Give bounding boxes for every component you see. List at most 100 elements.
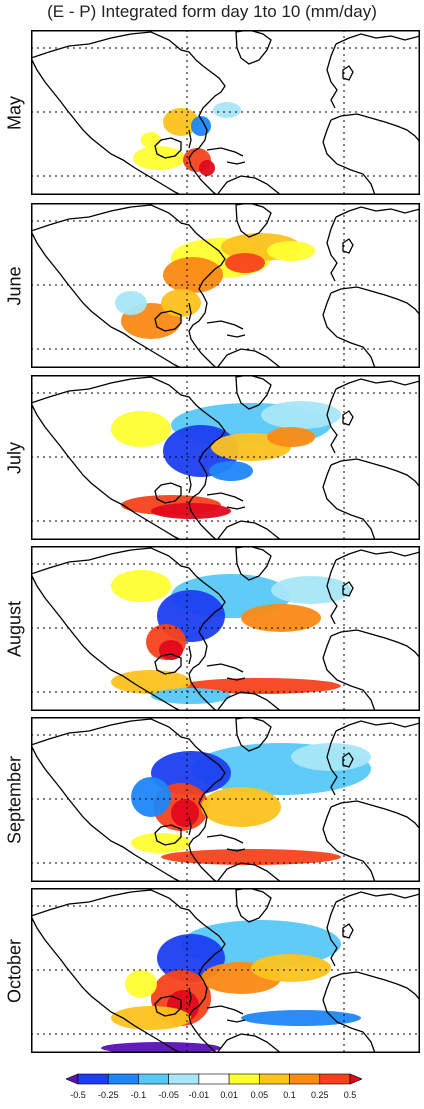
panel-frame <box>31 375 420 540</box>
ep-field-patch <box>151 688 231 704</box>
ep-field-patch <box>261 401 341 429</box>
map-panel <box>31 30 420 195</box>
ep-field-patch <box>267 241 315 261</box>
coastline <box>216 520 282 540</box>
coastline <box>326 549 420 711</box>
coastline <box>31 402 182 540</box>
ep-field-patch <box>163 257 223 293</box>
month-label: August <box>0 546 30 711</box>
colorbar-tick-label: 0.5 <box>344 1090 357 1100</box>
coastline <box>326 206 420 368</box>
coastline <box>206 834 244 844</box>
ep-field-patch <box>213 102 241 118</box>
coastline <box>235 375 272 410</box>
coastlines <box>31 30 420 195</box>
coastline <box>226 334 246 338</box>
colorbar-swatch <box>138 1073 169 1085</box>
coastline <box>154 653 182 675</box>
coastline <box>326 33 420 195</box>
coastline <box>216 1033 282 1053</box>
colorbar-swatch <box>198 1073 230 1085</box>
coastline <box>31 376 226 540</box>
month-label-text: September <box>4 755 25 844</box>
coastline <box>206 1005 244 1015</box>
colorbar-tick-label: -0.5 <box>70 1090 86 1100</box>
colorbar-swatch <box>259 1073 290 1085</box>
coastline <box>154 137 182 159</box>
ep-field <box>131 743 371 865</box>
coastlines <box>31 546 420 711</box>
colorbar-swatch <box>319 1073 351 1085</box>
ep-field-patch <box>131 777 171 817</box>
month-label-text: June <box>4 265 25 306</box>
month-label: September <box>0 717 30 882</box>
coastline <box>330 113 420 143</box>
month-label: July <box>0 375 30 540</box>
colorbar-tick-label: 0.1 <box>283 1090 296 1100</box>
ep-field-patch <box>241 1010 361 1026</box>
ep-field <box>111 570 351 704</box>
coastline <box>216 691 282 711</box>
coastline <box>342 410 354 426</box>
ep-field-patch <box>241 604 321 632</box>
ep-field-patch <box>199 160 215 176</box>
coastline <box>235 203 272 238</box>
colorbar-tick-label: -0.01 <box>189 1090 210 1100</box>
coastline <box>31 547 226 711</box>
coastline <box>330 629 420 659</box>
latlon-grid <box>31 717 420 882</box>
coastline <box>226 506 246 510</box>
coastline <box>31 915 182 1053</box>
ep-field-patch <box>111 670 191 694</box>
coastline <box>226 161 246 165</box>
ep-field-patch <box>111 570 171 602</box>
coastline <box>154 824 182 846</box>
month-label-text: August <box>4 600 25 657</box>
map-panel <box>31 203 420 368</box>
coastline <box>31 57 182 195</box>
coastline <box>326 378 420 540</box>
coastline <box>188 987 192 1007</box>
ep-field-patch <box>125 970 157 998</box>
month-label-text: July <box>4 441 25 474</box>
coastlines <box>31 203 420 368</box>
coastline <box>31 718 226 882</box>
colorbar-tick-label: -0.1 <box>131 1090 147 1100</box>
coastline <box>31 889 226 1053</box>
coastline <box>330 971 420 1001</box>
panel-frame <box>31 546 420 711</box>
coastline <box>326 720 420 882</box>
coastline <box>216 862 282 882</box>
coastline <box>154 310 182 332</box>
ep-field-patch <box>181 678 341 694</box>
coastline <box>188 302 192 322</box>
ep-field-patch <box>191 116 211 136</box>
map-panel <box>31 546 420 711</box>
latlon-grid <box>31 203 420 368</box>
map-svg <box>31 375 420 540</box>
colorbar-swatch <box>349 1073 362 1085</box>
map-svg <box>31 203 420 368</box>
ep-field <box>101 920 361 1053</box>
map-svg <box>31 30 420 195</box>
ep-field-patch <box>201 787 281 827</box>
panel-frame <box>31 30 420 195</box>
ep-field-patch <box>111 411 171 447</box>
ep-field <box>133 102 241 176</box>
coastline <box>226 1019 246 1023</box>
coastline <box>342 752 354 768</box>
coastline <box>330 286 420 316</box>
coastline <box>322 977 376 1053</box>
panel-frame <box>31 203 420 368</box>
ep-field-patch <box>171 799 199 827</box>
coastline <box>322 806 376 882</box>
latlon-grid <box>31 30 420 195</box>
coastline <box>342 923 354 939</box>
ep-field-patch <box>151 751 231 795</box>
ep-field-patch <box>161 849 341 865</box>
coastline <box>206 320 244 330</box>
ep-field-patch <box>115 291 147 315</box>
colorbar-swatch <box>289 1073 321 1085</box>
coastline <box>31 204 226 368</box>
latlon-grid <box>31 375 420 540</box>
